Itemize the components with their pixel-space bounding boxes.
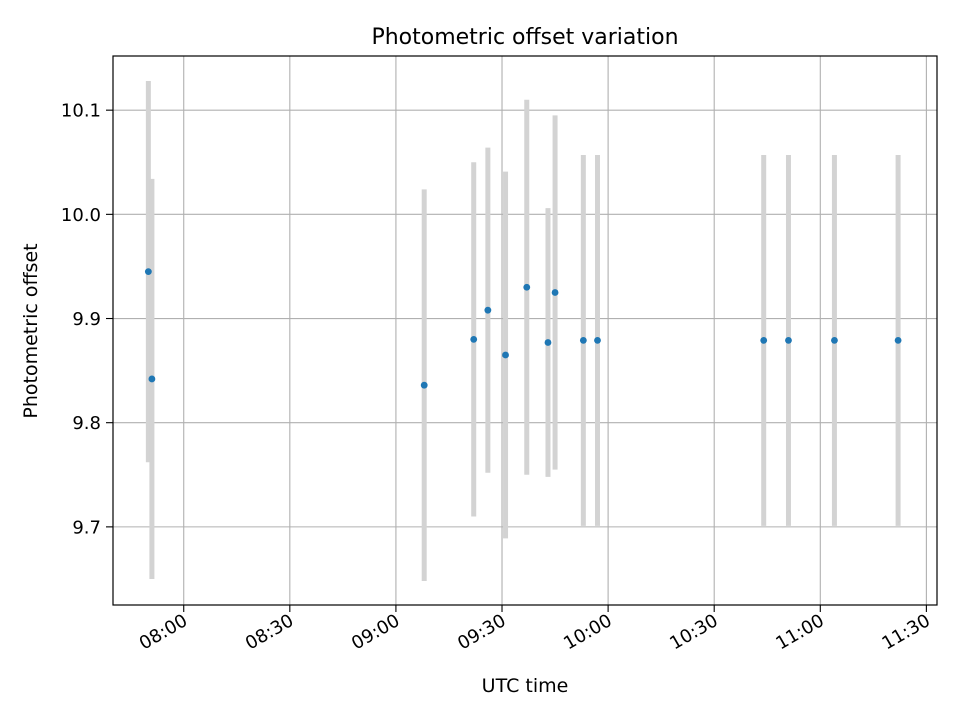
chart-title: Photometric offset variation (371, 25, 678, 50)
y-tick-label: 9.9 (72, 309, 101, 330)
data-point (831, 336, 838, 344)
data-point (144, 268, 152, 276)
data-point (551, 289, 559, 296)
y-tick-label: 9.7 (72, 517, 101, 538)
y-axis-label: Photometric offset (20, 243, 42, 418)
data-point (579, 336, 587, 344)
y-tick-label: 10.0 (61, 205, 101, 226)
data-point (502, 351, 509, 359)
data-point (594, 336, 601, 344)
data-point (470, 335, 478, 343)
data-point (894, 336, 902, 344)
data-points (144, 268, 902, 389)
data-point (523, 283, 531, 291)
data-point (760, 336, 768, 344)
y-axis-ticks: 9.7 9.8 9.9 10.0 10.1 (61, 101, 113, 538)
data-point (544, 339, 552, 346)
data-point (148, 375, 156, 383)
y-tick-label: 10.1 (61, 101, 101, 122)
x-axis-label: UTC time (482, 675, 569, 697)
data-point (484, 306, 492, 314)
data-point (420, 381, 428, 389)
data-point (785, 336, 792, 344)
y-tick-label: 9.8 (72, 413, 101, 434)
plot-frame (112, 55, 938, 606)
